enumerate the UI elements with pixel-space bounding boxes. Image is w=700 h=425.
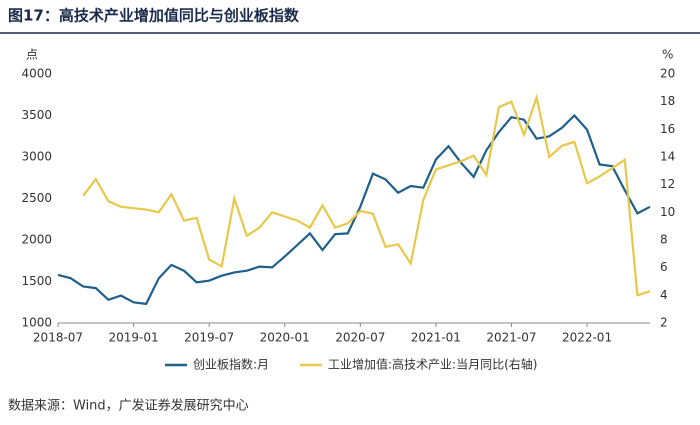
x-tick-label: 2018-07 [33, 331, 83, 345]
x-tick-label: 2019-07 [184, 331, 234, 345]
y2-tick-label: 14 [660, 150, 675, 164]
x-tick-label: 2022-01 [562, 331, 612, 345]
source: 数据来源：Wind，广发证券发展研究中心 [8, 398, 249, 414]
x-tick-label: 2021-07 [486, 331, 536, 345]
y-tick-label: 1500 [21, 274, 52, 288]
y-tick-label: 1000 [21, 316, 52, 330]
y2-tick-label: 8 [660, 233, 668, 247]
x-tick-label: 2020-01 [260, 331, 310, 345]
y2-unit: % [662, 48, 673, 62]
y2-tick-label: 4 [660, 288, 668, 302]
y2-tick-label: 12 [660, 177, 675, 191]
y-unit: 点 [26, 48, 38, 62]
y2-tick-label: 6 [660, 260, 668, 274]
y2-tick-label: 18 [660, 94, 675, 108]
y-tick-label: 4000 [21, 67, 52, 81]
y2-tick-label: 16 [660, 122, 675, 136]
y2-tick-label: 20 [660, 67, 675, 81]
y-tick-label: 3500 [21, 108, 52, 122]
y2-tick-label: 2 [660, 316, 668, 330]
x-tick-label: 2020-07 [335, 331, 385, 345]
legend-label: 工业增加值:高技术产业:当月同比(右轴) [328, 357, 537, 372]
line-series [57, 113, 651, 306]
line-series [82, 93, 651, 297]
x-tick-label: 2021-01 [411, 331, 461, 345]
y2-tick-label: 10 [660, 205, 675, 219]
y-tick-label: 3000 [21, 150, 52, 164]
x-tick-label: 2019-01 [109, 331, 159, 345]
y-tick-label: 2000 [21, 233, 52, 247]
chart-title: 图17：高技术产业增加值同比与创业板指数 [8, 7, 300, 25]
y-tick-label: 2500 [21, 191, 52, 205]
legend-label: 创业板指数:月 [193, 357, 269, 372]
